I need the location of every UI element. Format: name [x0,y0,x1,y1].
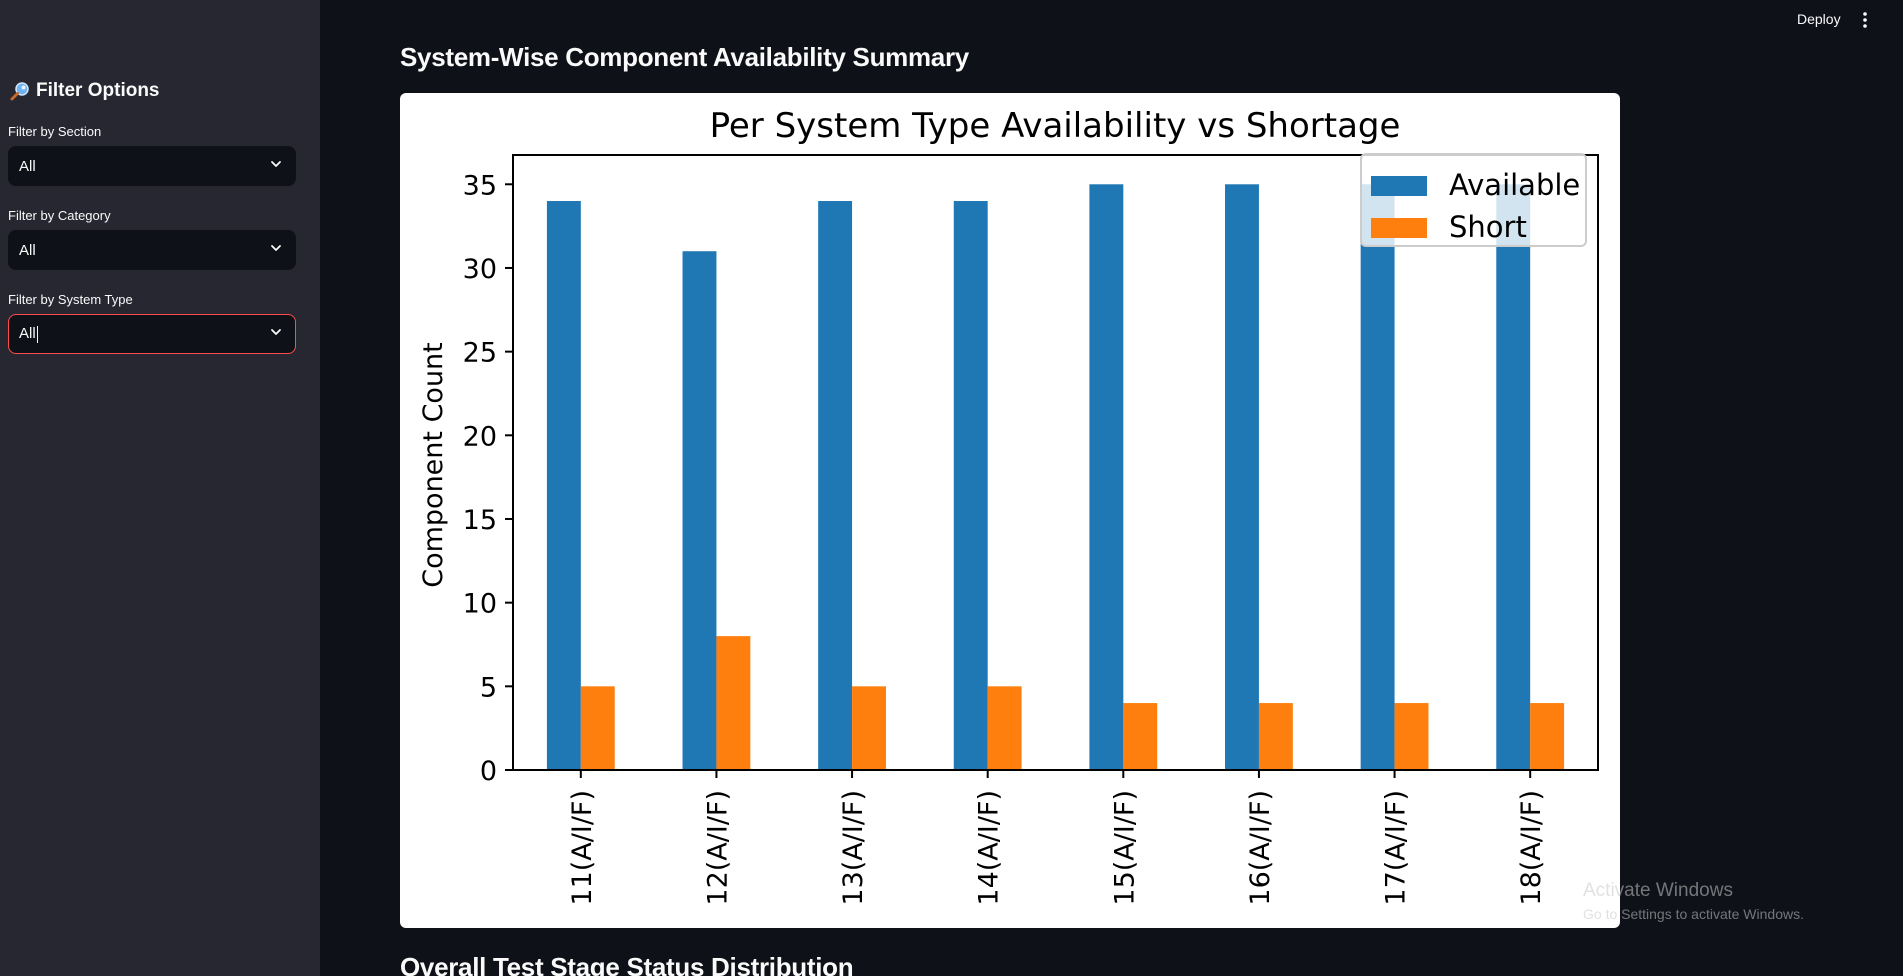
x-tick-label: 13(A/I/F) [838,790,869,906]
bar-available-7 [1360,184,1395,770]
bar-short-4 [987,686,1022,770]
y-tick-label: 35 [463,170,497,201]
category-select-value: All [19,241,36,259]
sidebar-title: Filter Options [10,80,160,102]
bar-short-5 [1123,703,1158,770]
bar-short-3 [852,686,886,770]
x-tick-label: 14(A/I/F) [974,790,1005,906]
sidebar-title-label: Filter Options [36,80,160,101]
chevron-down-icon [269,325,283,343]
y-axis-label: Component Count [418,342,449,588]
bar-short-2 [716,636,751,770]
x-tick-label: 11(A/I/F) [567,790,598,906]
system-type-select-value-wrap: All [19,325,38,343]
bar-available-5 [1089,184,1124,770]
chevron-down-icon [269,157,283,175]
chart-card: Per System Type Availability vs Shortage… [400,93,1620,928]
next-section-title: Overall Test Stage Status Distribution [400,952,854,976]
legend-swatch-short [1371,218,1427,238]
deploy-button[interactable]: Deploy [1797,11,1841,27]
chart-title: Per System Type Availability vs Shortage [710,106,1401,146]
plot-frame [512,154,1599,771]
bar-short-8 [1530,703,1565,770]
legend-label-short: Short [1449,210,1527,244]
y-tick-label: 20 [463,421,497,452]
x-tick-label: 15(A/I/F) [1109,790,1140,906]
filter-system-type: Filter by System Type All [8,292,296,354]
y-tick-label: 5 [480,672,497,703]
sidebar: Filter Options Filter by Section All Fil… [0,0,320,976]
x-tick-label: 17(A/I/F) [1381,790,1412,906]
section-title: System-Wise Component Availability Summa… [400,42,969,72]
bar-available-1 [546,201,581,770]
y-tick-label: 10 [463,589,497,620]
system-type-select[interactable]: All [8,314,296,354]
section-select-value: All [19,157,36,175]
bar-short-7 [1394,703,1429,770]
bar-short-6 [1258,703,1293,770]
section-select[interactable]: All [8,146,296,186]
chevron-down-icon [269,241,283,259]
legend-label-available: Available [1449,168,1580,202]
bar-available-6 [1225,184,1259,770]
filter-system-type-label: Filter by System Type [8,292,133,307]
y-tick-label: 25 [463,338,497,369]
magnifier-icon [10,81,30,101]
y-tick-label: 15 [463,505,497,536]
filter-section: Filter by Section All [8,124,296,186]
legend-swatch-available [1371,176,1427,196]
system-type-select-value: All [19,325,36,343]
filter-category: Filter by Category All [8,208,296,270]
filter-section-label: Filter by Section [8,124,102,139]
x-tick-label: 18(A/I/F) [1516,790,1547,906]
windows-activation-watermark: Activate Windows Go to Settings to activ… [1583,880,1804,922]
text-cursor [36,325,38,343]
watermark-line-1: Activate Windows [1583,880,1733,901]
bar-short-1 [580,686,615,770]
x-ticks: 11(A/I/F) 12(A/I/F) 13(A/I/F) 14(A/I/F) 15(A… [567,770,1547,906]
vertical-dots-icon[interactable] [1858,10,1872,30]
availability-chart: Per System Type Availability vs Shortage… [418,106,1599,906]
bar-available-2 [682,251,717,771]
watermark-line-2: Go to Settings to activate Windows. [1583,906,1804,922]
x-tick-label: 12(A/I/F) [702,790,733,906]
y-tick-label: 30 [463,254,497,285]
filter-category-label: Filter by Category [8,208,111,223]
legend: Available Short [1360,153,1587,247]
category-select[interactable]: All [8,230,296,270]
bar-available-3 [818,201,853,770]
bar-available-8 [1496,184,1531,770]
x-tick-label: 16(A/I/F) [1245,790,1276,906]
bar-available-4 [953,201,988,770]
bars-group [546,184,1565,771]
y-tick-label: 0 [480,756,497,787]
y-ticks: 0 5 10 15 20 25 30 35 [463,170,513,787]
